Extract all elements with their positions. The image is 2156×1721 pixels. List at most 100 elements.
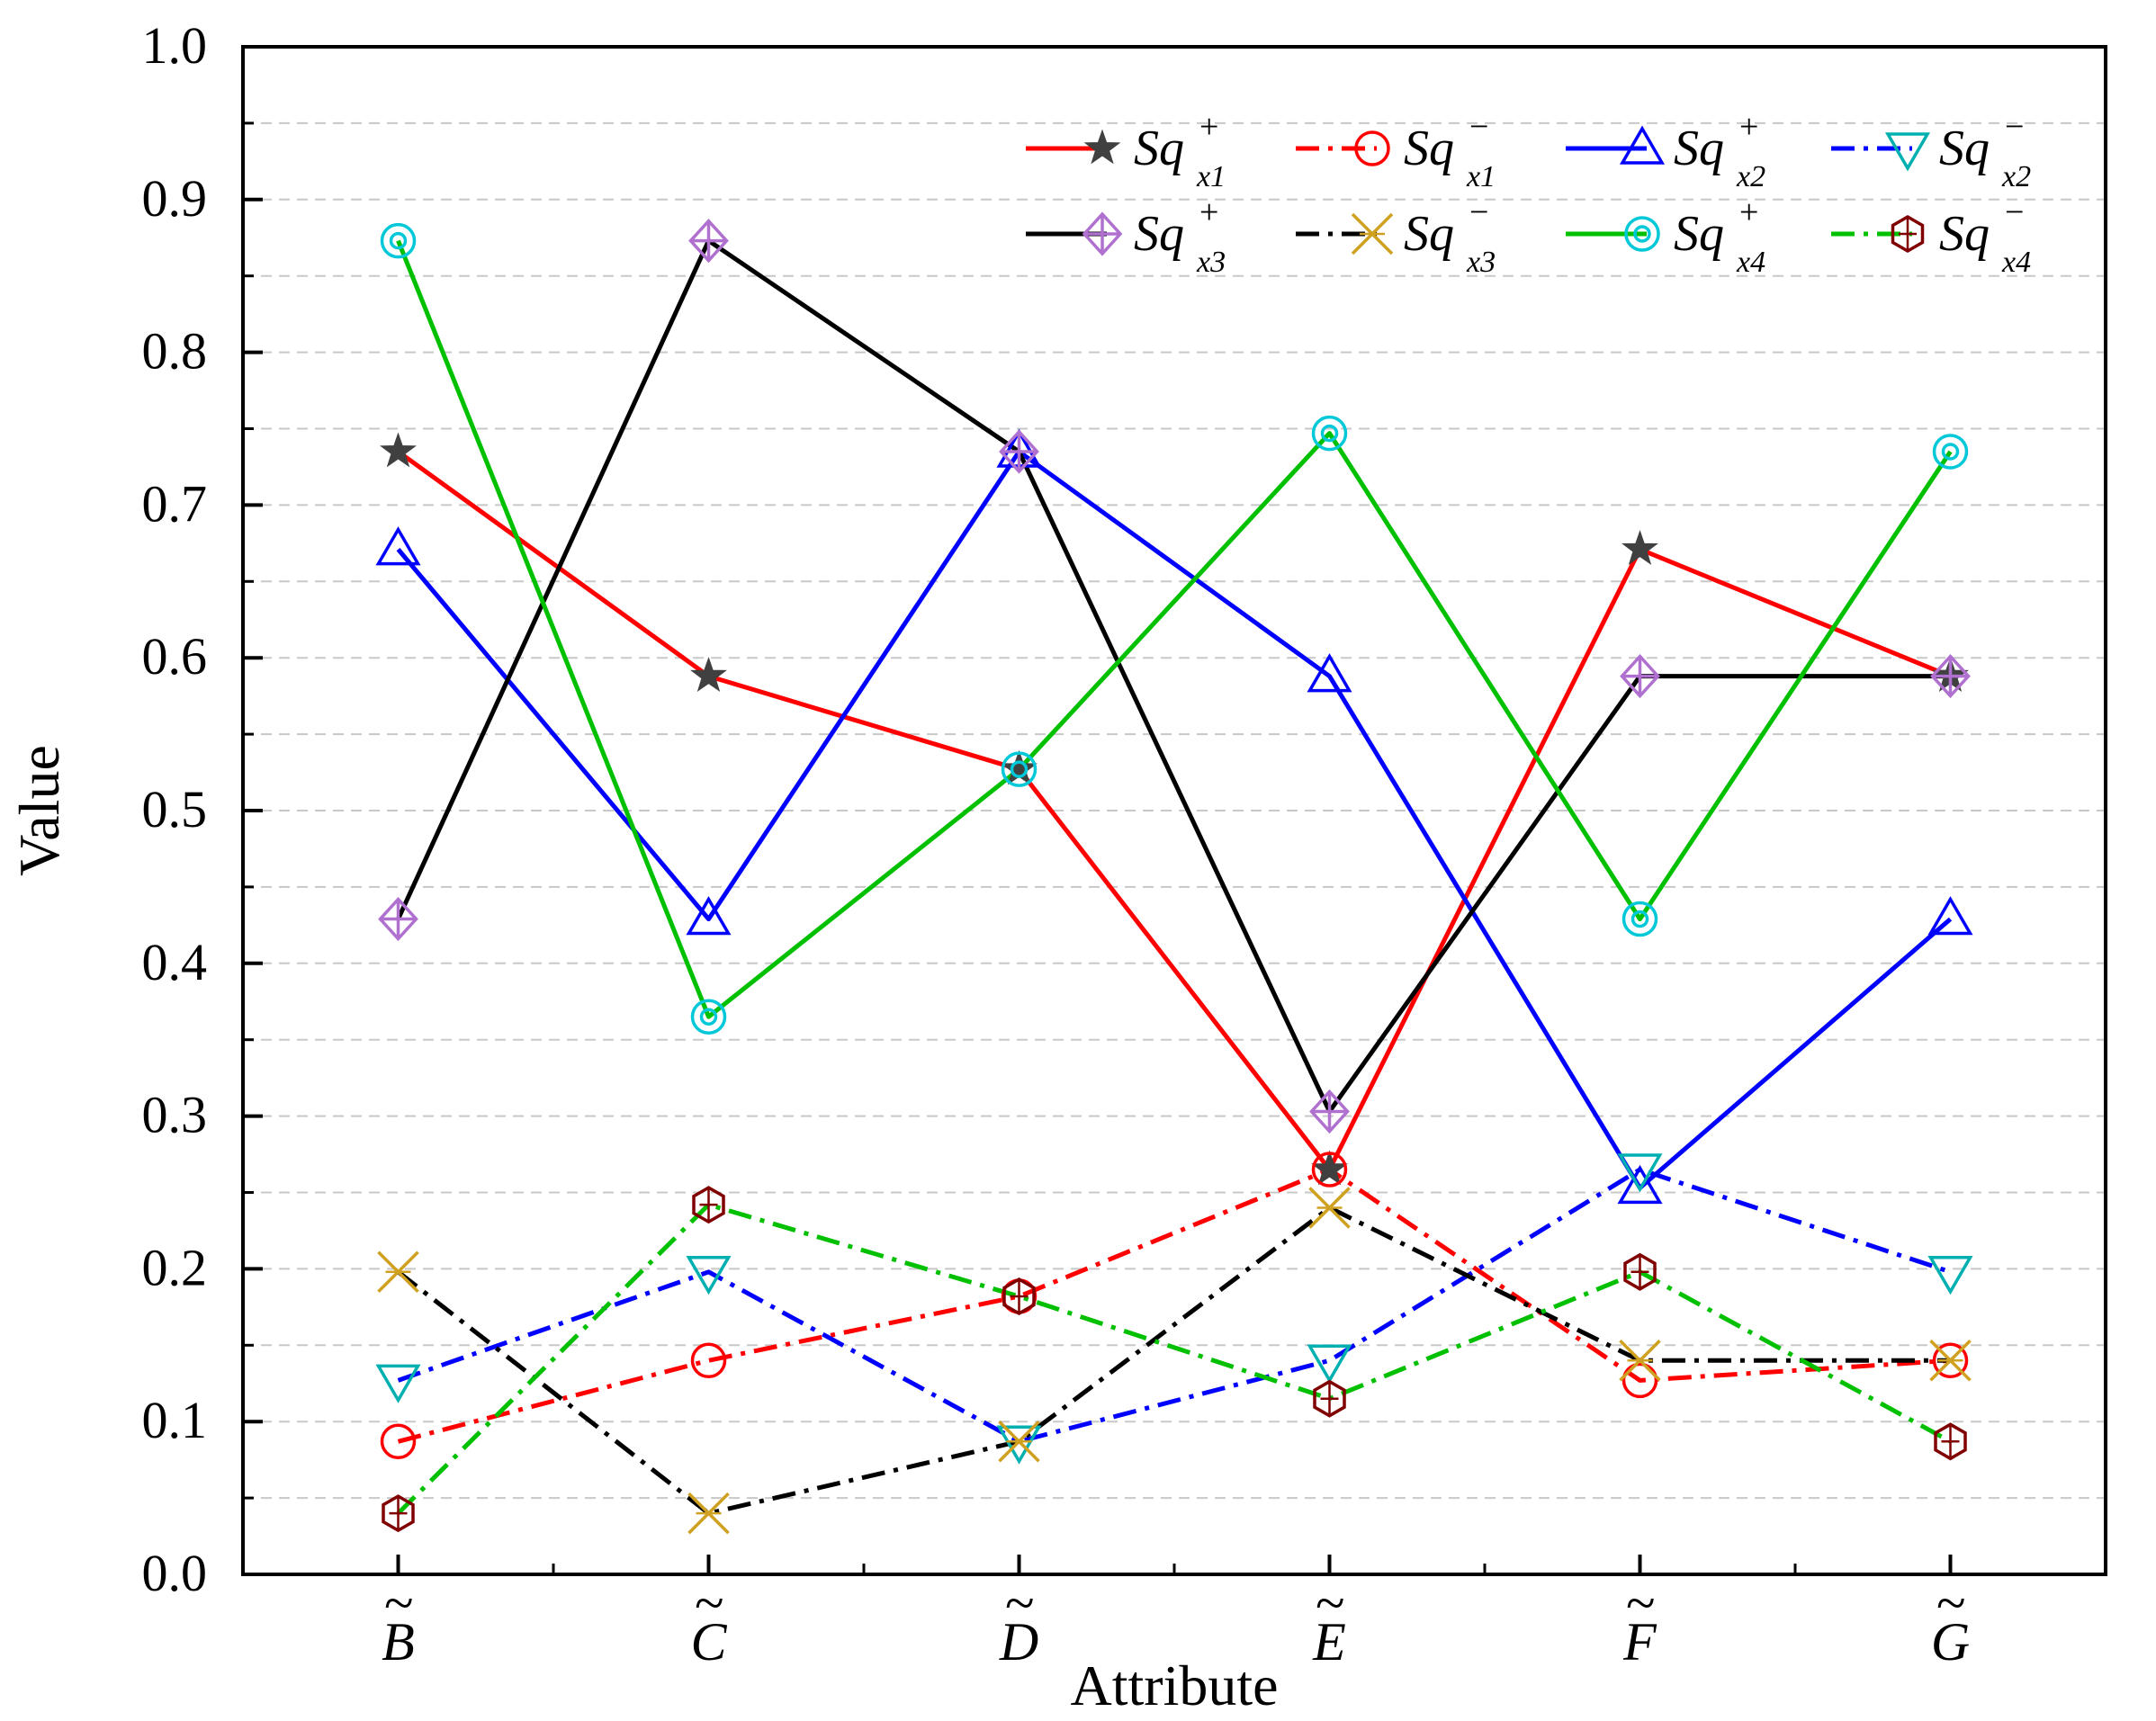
circle-dot-marker xyxy=(1010,760,1029,778)
circle-marker xyxy=(690,999,727,1035)
data-point-Sq+x3 xyxy=(1930,653,1971,699)
data-point-Sq+x4 xyxy=(1001,751,1038,787)
data-point-Sq-x3 xyxy=(1929,1340,1972,1382)
y-tick-label: 0.8 xyxy=(142,322,208,381)
circle-marker xyxy=(1311,1152,1348,1188)
data-point-Sq+x2 xyxy=(1307,653,1352,693)
triangle-up-marker xyxy=(1307,653,1352,693)
legend-label-sup: + xyxy=(1199,193,1218,231)
legend-label-base: Sq xyxy=(1939,121,1990,176)
data-point-Sq-x1 xyxy=(380,1423,417,1460)
legend-item: Sq − x4 xyxy=(1831,193,2031,279)
legend-marker xyxy=(1083,129,1121,165)
data-point-Sq-x4 xyxy=(382,1494,415,1533)
legend-label-base: Sq xyxy=(1404,121,1454,176)
data-point-Sq-x2 xyxy=(375,1364,421,1403)
triangle-down-marker xyxy=(375,1364,421,1403)
legend-marker xyxy=(1891,214,1925,254)
data-point-Sq-x2 xyxy=(996,1425,1042,1465)
data-point-Sq+x2 xyxy=(1617,1164,1663,1205)
data-point-Sq-x3 xyxy=(377,1250,419,1294)
star-marker xyxy=(1621,530,1658,566)
star-marker xyxy=(1083,129,1121,165)
x-tick-accent: ~ xyxy=(1004,1573,1033,1633)
data-point-Sq+x4 xyxy=(1932,434,1969,470)
x-tick-label: B xyxy=(382,1612,415,1672)
legend-item: Sq + x1 xyxy=(1026,108,1226,193)
legend-label-sup: + xyxy=(1739,193,1758,231)
x-tick-label: E xyxy=(1312,1612,1346,1672)
data-point-Sq-x1 xyxy=(690,1342,727,1379)
x-axis-title: Attribute xyxy=(1070,1654,1278,1717)
legend-label-sup: − xyxy=(2005,193,2024,231)
data-point-Sq+x4 xyxy=(1311,415,1348,452)
legend-marker xyxy=(1082,211,1123,256)
triangle-down-marker xyxy=(1617,1153,1663,1193)
legend-label-sup: − xyxy=(1469,108,1488,146)
data-point-Sq-x4 xyxy=(1934,1422,1967,1461)
axes: 0.00.10.20.30.40.50.60.70.80.91.0~B~C~D~… xyxy=(142,16,2107,1672)
legend-label-sub: x3 xyxy=(1196,246,1226,279)
data-point-Sq+x2 xyxy=(686,896,732,936)
data-point-Sq-x1 xyxy=(1311,1152,1348,1188)
data-point-Sq+x4 xyxy=(380,222,417,259)
legend-label-sub: x1 xyxy=(1196,160,1226,193)
x-tick-label-group: ~G xyxy=(1931,1573,1970,1672)
circle-marker xyxy=(1001,751,1038,787)
data-point-Sq-x4 xyxy=(1313,1379,1346,1418)
triangle-down-marker xyxy=(996,1425,1042,1465)
data-point-Sq+x4 xyxy=(1621,901,1658,937)
triangle-up-marker xyxy=(375,526,421,566)
data-point-Sq+x1 xyxy=(1311,1150,1348,1186)
legend-label-sub: x3 xyxy=(1466,246,1496,279)
series-line-Sq+x1 xyxy=(397,449,1952,1172)
y-tick-label: 0.6 xyxy=(142,627,208,686)
circle-marker xyxy=(1932,434,1969,470)
x-tick-label-group: ~E xyxy=(1312,1573,1346,1672)
series-markers xyxy=(375,219,1973,1535)
circle-marker xyxy=(1621,1362,1658,1399)
data-point-Sq-x2 xyxy=(1617,1153,1663,1193)
legend-item: Sq + x4 xyxy=(1566,193,1765,279)
hexagon-marker xyxy=(382,1494,415,1533)
circle-dot-marker xyxy=(1630,910,1649,928)
data-point-Sq+x1 xyxy=(1621,530,1658,566)
x-tick-label-group: ~D xyxy=(999,1573,1038,1672)
x-tick-accent: ~ xyxy=(1315,1573,1343,1633)
series-line-Sq+x3 xyxy=(396,238,1951,1114)
x-tick-accent: ~ xyxy=(1936,1573,1964,1633)
triangle-down-marker xyxy=(686,1256,732,1295)
x-tick-accent: ~ xyxy=(383,1573,412,1633)
data-point-Sq-x2 xyxy=(686,1256,732,1295)
legend-marker xyxy=(1624,216,1660,252)
legend-item: Sq − x1 xyxy=(1296,108,1496,193)
legend-item: Sq + x3 xyxy=(1026,193,1226,279)
data-point-Sq-x4 xyxy=(1623,1252,1657,1291)
data-point-Sq+x3 xyxy=(1309,1089,1350,1134)
data-point-Sq+x2 xyxy=(375,526,421,566)
data-point-Sq+x2 xyxy=(1927,896,1973,936)
hexagon-marker xyxy=(692,1186,725,1224)
legend-label-sub: x2 xyxy=(1736,160,1765,193)
y-tick-label: 0.0 xyxy=(142,1544,208,1602)
data-point-Sq-x3 xyxy=(1308,1187,1351,1229)
y-tick-label: 0.9 xyxy=(142,169,208,228)
series-line-Sq-x3 xyxy=(396,1206,1951,1516)
circle-marker xyxy=(1621,901,1658,937)
circle-dot-marker xyxy=(389,231,408,250)
circle-marker xyxy=(1311,415,1348,452)
triangle-down-marker xyxy=(1884,132,1931,172)
triangle-up-marker xyxy=(686,896,732,936)
legend-label-sup: + xyxy=(1739,108,1758,146)
y-tick-label: 0.2 xyxy=(142,1238,208,1296)
legend-label-base: Sq xyxy=(1134,206,1184,262)
data-point-Sq+x4 xyxy=(690,999,727,1035)
circle-marker xyxy=(690,1342,727,1379)
legend-label-base: Sq xyxy=(1674,206,1724,262)
x-tick-accent: ~ xyxy=(1625,1573,1654,1633)
legend-label-base: Sq xyxy=(1939,206,1990,262)
data-point-Sq-x3 xyxy=(998,1421,1040,1463)
legend-label-sub: x4 xyxy=(1736,246,1765,279)
triangle-down-marker xyxy=(1927,1256,1973,1295)
